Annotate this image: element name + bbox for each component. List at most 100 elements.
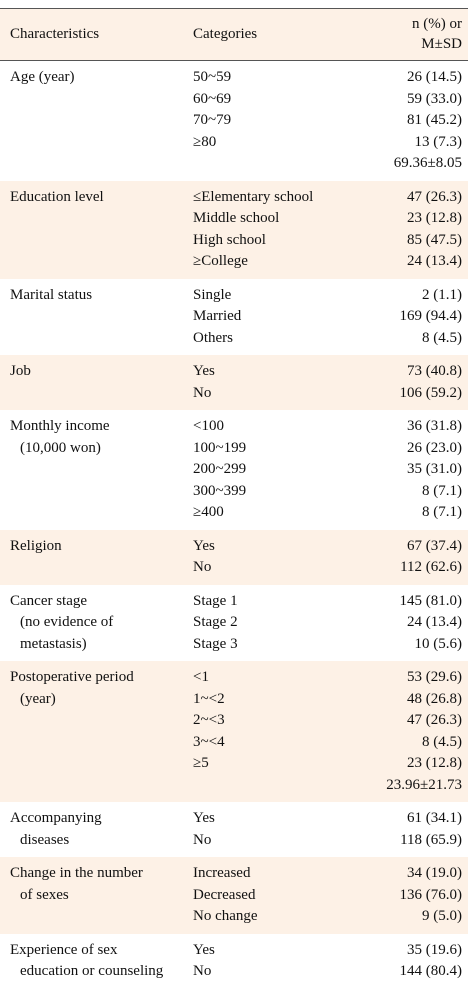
category-text: 300~399 bbox=[193, 482, 247, 499]
characteristic-text: Monthly income bbox=[10, 418, 110, 434]
category-text: Married bbox=[193, 308, 242, 324]
category-cell: Single Married Others bbox=[193, 285, 363, 350]
category-cell: <100 100~199 200~299 300~399 ≥400 bbox=[193, 416, 363, 524]
table-row: Job Yes No 73 (40.8) 106 (59.2) bbox=[0, 355, 468, 410]
table-row: Postoperative period (year) <1 1~<2 2~<3 3~<4… bbox=[0, 661, 468, 802]
header-text: Characteristics bbox=[10, 26, 100, 42]
characteristic-text: Religion bbox=[10, 537, 62, 554]
characteristic-text: Postoperative period bbox=[10, 669, 134, 685]
characteristic-text: Change in the number bbox=[10, 865, 143, 881]
value-text: 35 (31.0) bbox=[407, 461, 462, 477]
value-text: 136 (76.0) bbox=[399, 886, 463, 903]
category-text: ≥80 bbox=[193, 133, 217, 150]
value-text: 8 (4.5) bbox=[422, 329, 462, 346]
characteristic-cell: Experience of sex education or counseling bbox=[0, 940, 193, 983]
value-cell: 61 (34.1) 118 (65.9) bbox=[363, 808, 468, 851]
characteristic-text: Job bbox=[10, 363, 31, 379]
header-text: Categories bbox=[193, 26, 258, 42]
category-cell: 50~59 60~69 70~79 ≥80 bbox=[193, 67, 363, 175]
header-cell: n (%) or M±SD bbox=[363, 14, 468, 54]
characteristic-cell: Monthly income (10,000 won) bbox=[0, 416, 193, 524]
category-text: <1 bbox=[193, 669, 209, 685]
category-text: ≤Elementary school bbox=[193, 188, 314, 205]
category-text: ≥College bbox=[193, 253, 248, 269]
characteristic-cell: Change in the number of sexes bbox=[0, 863, 193, 928]
category-text: No bbox=[193, 831, 212, 848]
value-cell: 67 (37.4) 112 (62.6) bbox=[363, 536, 468, 579]
category-cell: Stage 1 Stage 2 Stage 3 bbox=[193, 591, 363, 656]
category-text: 70~79 bbox=[193, 112, 232, 128]
category-text: Yes bbox=[193, 941, 215, 958]
value-cell: 47 (26.3) 23 (12.8) 85 (47.5) 24 (13.4) bbox=[363, 187, 468, 273]
category-text: <100 bbox=[193, 418, 224, 434]
category-text: No change bbox=[193, 908, 258, 924]
table-row: Education level ≤Elementary school Middle … bbox=[0, 180, 468, 279]
value-text: 144 (80.4) bbox=[399, 963, 463, 979]
value-text: 2 (1.1) bbox=[422, 286, 462, 303]
characteristic-text: of sexes bbox=[20, 886, 69, 903]
table-row: Age (year) 50~59 60~69 70~79 ≥80 26 (14.5) 59 … bbox=[0, 61, 468, 181]
table-row: Change in the number of sexes Increased Dec… bbox=[0, 857, 468, 934]
value-cell: 53 (29.6) 48 (26.8) 47 (26.3) 8 (4.5) 23 (12… bbox=[363, 667, 468, 796]
header-cell: Characteristics bbox=[0, 24, 193, 44]
table-row: Experience of sex education or counseling… bbox=[0, 934, 468, 989]
characteristic-text: Accompanying bbox=[10, 810, 102, 826]
category-text: Others bbox=[193, 329, 233, 346]
characteristic-cell: Postoperative period (year) bbox=[0, 667, 193, 796]
characteristic-text: (year) bbox=[20, 690, 56, 707]
characteristic-cell: Age (year) bbox=[0, 67, 193, 175]
value-text: 85 (47.5) bbox=[407, 231, 462, 248]
value-cell: 26 (14.5) 59 (33.0) 81 (45.2) 13 (7.3) 69.36… bbox=[363, 67, 468, 175]
category-text: Yes bbox=[193, 363, 215, 379]
category-text: Single bbox=[193, 286, 232, 303]
category-text: High school bbox=[193, 231, 266, 248]
value-text: 169 (94.4) bbox=[399, 308, 463, 324]
category-text: Stage 2 bbox=[193, 614, 238, 630]
value-text: 34 (19.0) bbox=[407, 865, 462, 881]
value-text: 24 (13.4) bbox=[407, 253, 462, 269]
category-cell: Yes No bbox=[193, 808, 363, 851]
value-text: 61 (34.1) bbox=[407, 810, 462, 826]
value-text: 59 (33.0) bbox=[407, 90, 462, 107]
value-text: 112 (62.6) bbox=[400, 559, 462, 575]
header-text: n (%) or bbox=[412, 16, 462, 32]
value-text: 8 (7.1) bbox=[422, 482, 462, 499]
category-cell: Yes No bbox=[193, 361, 363, 404]
value-text: 10 (5.6) bbox=[414, 635, 463, 652]
value-text: 81 (45.2) bbox=[407, 112, 462, 128]
category-text: Yes bbox=[193, 810, 215, 826]
value-text: 8 (7.1) bbox=[422, 504, 462, 520]
table-body: Age (year) 50~59 60~69 70~79 ≥80 26 (14.5) 59 … bbox=[0, 61, 468, 989]
value-text: 35 (19.6) bbox=[407, 941, 462, 958]
characteristic-text: Marital status bbox=[10, 286, 93, 303]
characteristic-text: metastasis) bbox=[20, 635, 87, 652]
value-text: 48 (26.8) bbox=[407, 690, 462, 707]
value-text: 69.36±8.05 bbox=[393, 155, 462, 171]
table-row: Cancer stage (no evidence of metastasis) St… bbox=[0, 585, 468, 662]
category-text: 2~<3 bbox=[193, 712, 225, 728]
category-cell: ≤Elementary school Middle school High scho… bbox=[193, 187, 363, 273]
category-text: No bbox=[193, 384, 212, 401]
characteristic-cell: Job bbox=[0, 361, 193, 404]
value-cell: 36 (31.8) 26 (23.0) 35 (31.0) 8 (7.1) 8 (7.1… bbox=[363, 416, 468, 524]
category-text: Yes bbox=[193, 537, 215, 554]
category-text: No bbox=[193, 559, 212, 575]
value-text: 67 (37.4) bbox=[407, 537, 462, 554]
category-text: 200~299 bbox=[193, 461, 247, 477]
value-cell: 145 (81.0) 24 (13.4) 10 (5.6) bbox=[363, 591, 468, 656]
header-cell: Categories bbox=[193, 24, 363, 44]
category-text: 60~69 bbox=[193, 90, 232, 107]
value-text: 145 (81.0) bbox=[399, 592, 463, 609]
characteristic-cell: Education level bbox=[0, 187, 193, 273]
header-row: Characteristics Categories n (%) or M±SD bbox=[0, 9, 468, 61]
value-text: 8 (4.5) bbox=[422, 733, 462, 750]
characteristic-text: (10,000 won) bbox=[20, 439, 101, 456]
value-text: 26 (23.0) bbox=[407, 439, 462, 456]
table-row: Marital status Single Married Others 2 (1.1)… bbox=[0, 279, 468, 356]
header-text: M±SD bbox=[421, 36, 462, 52]
value-text: 47 (26.3) bbox=[407, 188, 462, 205]
category-text: Middle school bbox=[193, 210, 280, 226]
value-cell: 2 (1.1) 169 (94.4) 8 (4.5) bbox=[363, 285, 468, 350]
category-cell: Increased Decreased No change bbox=[193, 863, 363, 928]
